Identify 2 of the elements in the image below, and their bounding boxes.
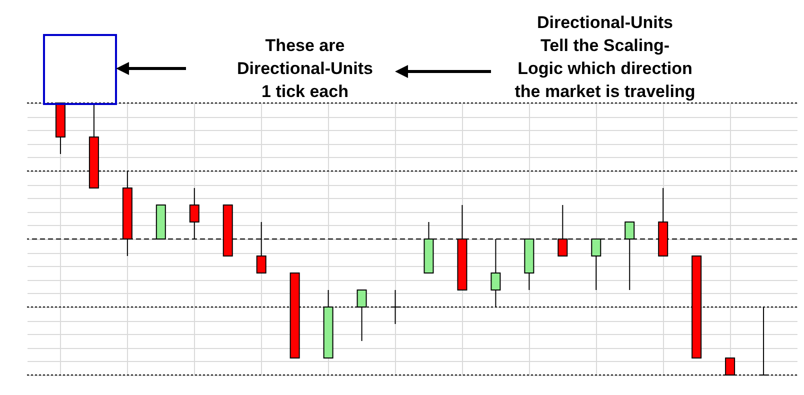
text: Directional-Units Tell the Scaling- Logic which direction the market is traveling xyxy=(514,12,696,103)
text: These are Directional-Units 1 tick each xyxy=(236,35,374,103)
